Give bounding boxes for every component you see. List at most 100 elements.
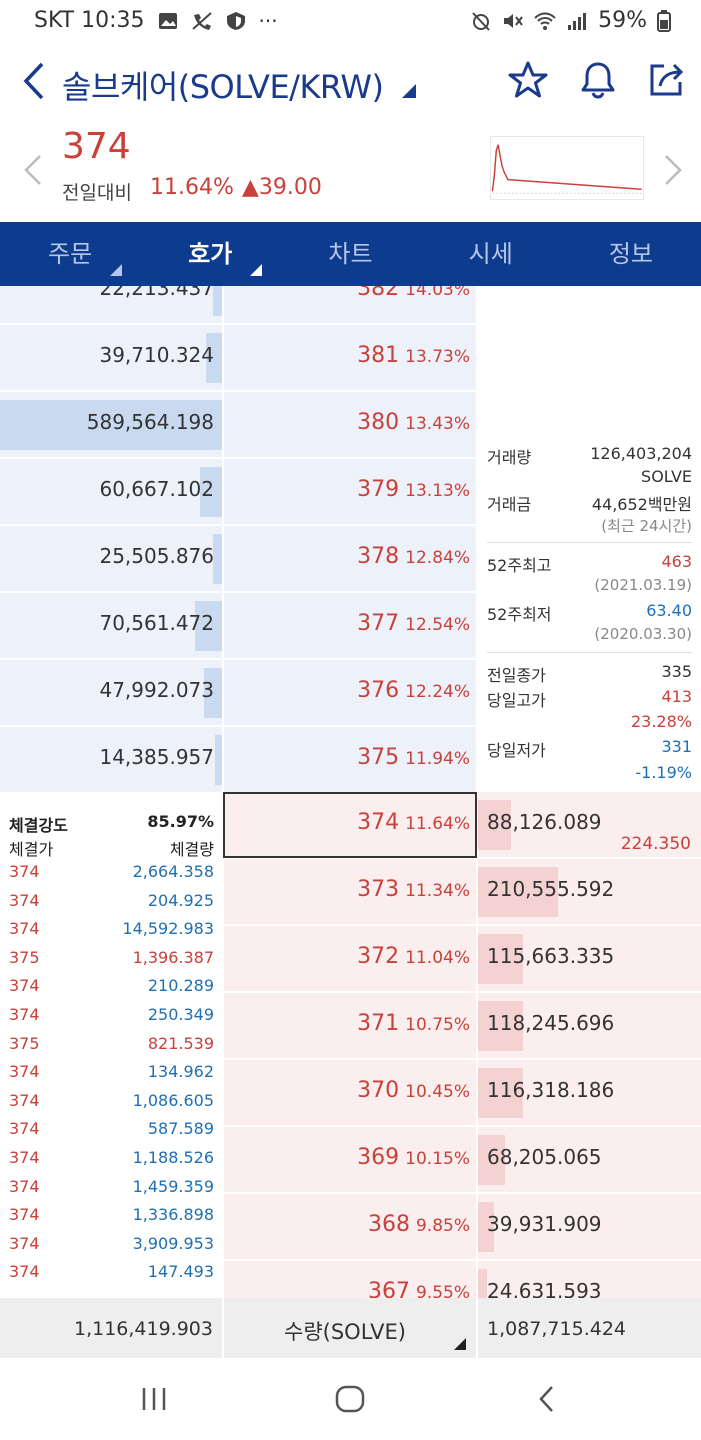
- back-icon[interactable]: [16, 58, 52, 104]
- bid-row[interactable]: 374 11.64% 88,126.089 224.350: [0, 792, 701, 858]
- tab-caret-icon: [110, 264, 123, 276]
- divider: [487, 542, 692, 543]
- day-low-value: 331: [661, 737, 692, 756]
- tab-chart[interactable]: 차트: [328, 240, 373, 268]
- trade-row: 374 1,336.898: [0, 1201, 222, 1229]
- prev-close-value: 335: [661, 662, 692, 681]
- star-icon[interactable]: [508, 60, 548, 100]
- bid-volume-bar: [478, 800, 512, 850]
- bid-row[interactable]: 370 10.45% 116,318.186: [0, 1060, 701, 1126]
- bid-quantity-cell: 68,205.065: [478, 1127, 701, 1193]
- share-icon[interactable]: [646, 60, 686, 100]
- bid-row[interactable]: 369 10.15% 68,205.065: [0, 1127, 701, 1193]
- unit-selector[interactable]: 수량(SOLVE): [224, 1298, 476, 1358]
- dropdown-caret-icon[interactable]: [402, 84, 416, 98]
- bid-row[interactable]: 371 10.75% 118,245.696: [0, 993, 701, 1059]
- ask-price-text: 379 13.13%: [357, 477, 470, 502]
- recent-apps-icon[interactable]: [138, 1384, 170, 1414]
- bell-icon[interactable]: [578, 60, 618, 100]
- chevron-right-icon[interactable]: [662, 152, 684, 188]
- bid-price-cell[interactable]: 372 11.04%: [224, 926, 476, 992]
- bid-price-text: 374 11.64%: [357, 810, 470, 835]
- change-percent: 11.64%: [150, 175, 234, 200]
- ask-price: 376: [357, 678, 400, 703]
- bid-volume-bar: [478, 867, 559, 917]
- ask-price-cell[interactable]: 378 12.84%: [224, 526, 476, 592]
- bid-price-cell[interactable]: 368 9.85%: [224, 1194, 476, 1260]
- bid-price-text: 371 10.75%: [357, 1011, 470, 1036]
- bid-price-text: 368 9.85%: [368, 1212, 470, 1237]
- ask-price-cell[interactable]: 381 13.73%: [224, 325, 476, 391]
- ask-percent: 12.84%: [405, 548, 470, 568]
- trade-price: 374: [9, 919, 40, 939]
- ask-price-cell[interactable]: 375 11.94%: [224, 727, 476, 793]
- trade-price: 374: [9, 1176, 40, 1196]
- chevron-left-icon[interactable]: [22, 152, 44, 188]
- ask-row[interactable]: 22,213.437 382 14.03%: [0, 286, 701, 324]
- ask-percent: 11.94%: [405, 749, 470, 769]
- image-icon: [158, 12, 177, 29]
- trade-row: 374 147.493: [0, 1258, 222, 1286]
- tab-market[interactable]: 시세: [468, 240, 513, 268]
- ask-price-cell[interactable]: 379 13.13%: [224, 459, 476, 525]
- ask-price-cell[interactable]: 382 14.03%: [224, 286, 476, 324]
- bid-percent: 11.34%: [405, 881, 470, 901]
- ask-price: 375: [357, 745, 400, 770]
- bid-price-cell[interactable]: 373 11.34%: [224, 859, 476, 925]
- trade-row: 375 821.539: [0, 1030, 222, 1058]
- trade-volume: 3,909.953: [132, 1233, 214, 1253]
- bid-row[interactable]: 368 9.85% 39,931.909: [0, 1194, 701, 1260]
- trade-volume: 204.925: [147, 890, 214, 910]
- bid-quantity: 88,126.089: [487, 810, 602, 834]
- ask-quantity: 39,710.324: [99, 343, 214, 367]
- low52-value: 63.40: [646, 601, 692, 620]
- current-price-highlight: [223, 792, 477, 858]
- mini-chart[interactable]: [490, 136, 644, 200]
- ask-row[interactable]: 25,505.876 378 12.84%: [0, 526, 701, 592]
- bid-price-cell[interactable]: 370 10.45%: [224, 1060, 476, 1126]
- ask-price-cell[interactable]: 376 12.24%: [224, 660, 476, 726]
- ask-row[interactable]: 60,667.102 379 13.13%: [0, 459, 701, 525]
- battery-icon: [657, 9, 671, 32]
- bid-price-cell[interactable]: 367 9.55%: [224, 1261, 476, 1298]
- trade-row: 374 1,086.605: [0, 1087, 222, 1115]
- home-icon[interactable]: [334, 1384, 366, 1414]
- bid-quantity-cell: 210,555.592: [478, 859, 701, 925]
- ask-row[interactable]: 47,992.073 376 12.24%: [0, 660, 701, 726]
- bid-row[interactable]: 367 9.55% 24,631.593: [0, 1261, 701, 1298]
- ask-quantity-cell: 589,564.198: [0, 392, 222, 458]
- trade-price: 374: [9, 1005, 40, 1024]
- bid-quantity-cell: 24,631.593: [478, 1261, 701, 1298]
- ask-price-cell[interactable]: 380 13.43%: [224, 392, 476, 458]
- ask-row[interactable]: 70,561.472 377 12.54%: [0, 593, 701, 659]
- bid-price-cell[interactable]: 371 10.75%: [224, 993, 476, 1059]
- bid-volume-bar: [478, 1269, 487, 1298]
- ask-price-cell[interactable]: 377 12.54%: [224, 593, 476, 659]
- low52-label: 52주최저: [487, 605, 552, 624]
- bid-price-cell[interactable]: 374 11.64%: [224, 792, 476, 858]
- ask-row[interactable]: 589,564.198 380 13.43%: [0, 392, 701, 458]
- ask-price-text: 375 11.94%: [357, 745, 470, 770]
- bid-row[interactable]: 373 11.34% 210,555.592: [0, 859, 701, 925]
- ask-price: 382: [357, 286, 400, 301]
- shield-icon: [226, 11, 245, 30]
- tab-info[interactable]: 정보: [608, 240, 653, 268]
- ask-percent: 13.73%: [405, 347, 470, 367]
- tab-order[interactable]: 주문: [0, 222, 140, 286]
- tab-caret-icon: [250, 264, 263, 276]
- trade-price: 374: [9, 1205, 40, 1225]
- tab-orderbook[interactable]: 호가: [140, 222, 280, 286]
- ask-row[interactable]: 14,385.957 375 11.94%: [0, 727, 701, 793]
- back-nav-icon[interactable]: [532, 1384, 564, 1414]
- trade-volume: 1,086.605: [132, 1090, 214, 1110]
- page-title[interactable]: 솔브케어(SOLVE/KRW): [62, 68, 384, 106]
- ask-price-text: 382 14.03%: [357, 286, 470, 301]
- unit-label: 수량(SOLVE): [284, 1320, 406, 1344]
- low52-date: (2020.03.30): [594, 625, 692, 643]
- bid-row[interactable]: 372 11.04% 115,663.335: [0, 926, 701, 992]
- bid-price-cell[interactable]: 369 10.15%: [224, 1127, 476, 1193]
- bid-percent: 9.55%: [415, 1283, 470, 1298]
- ask-row[interactable]: 39,710.324 381 13.73%: [0, 325, 701, 391]
- bid-total: 1,087,715.424: [487, 1318, 627, 1340]
- unit-caret-icon: [454, 1338, 466, 1350]
